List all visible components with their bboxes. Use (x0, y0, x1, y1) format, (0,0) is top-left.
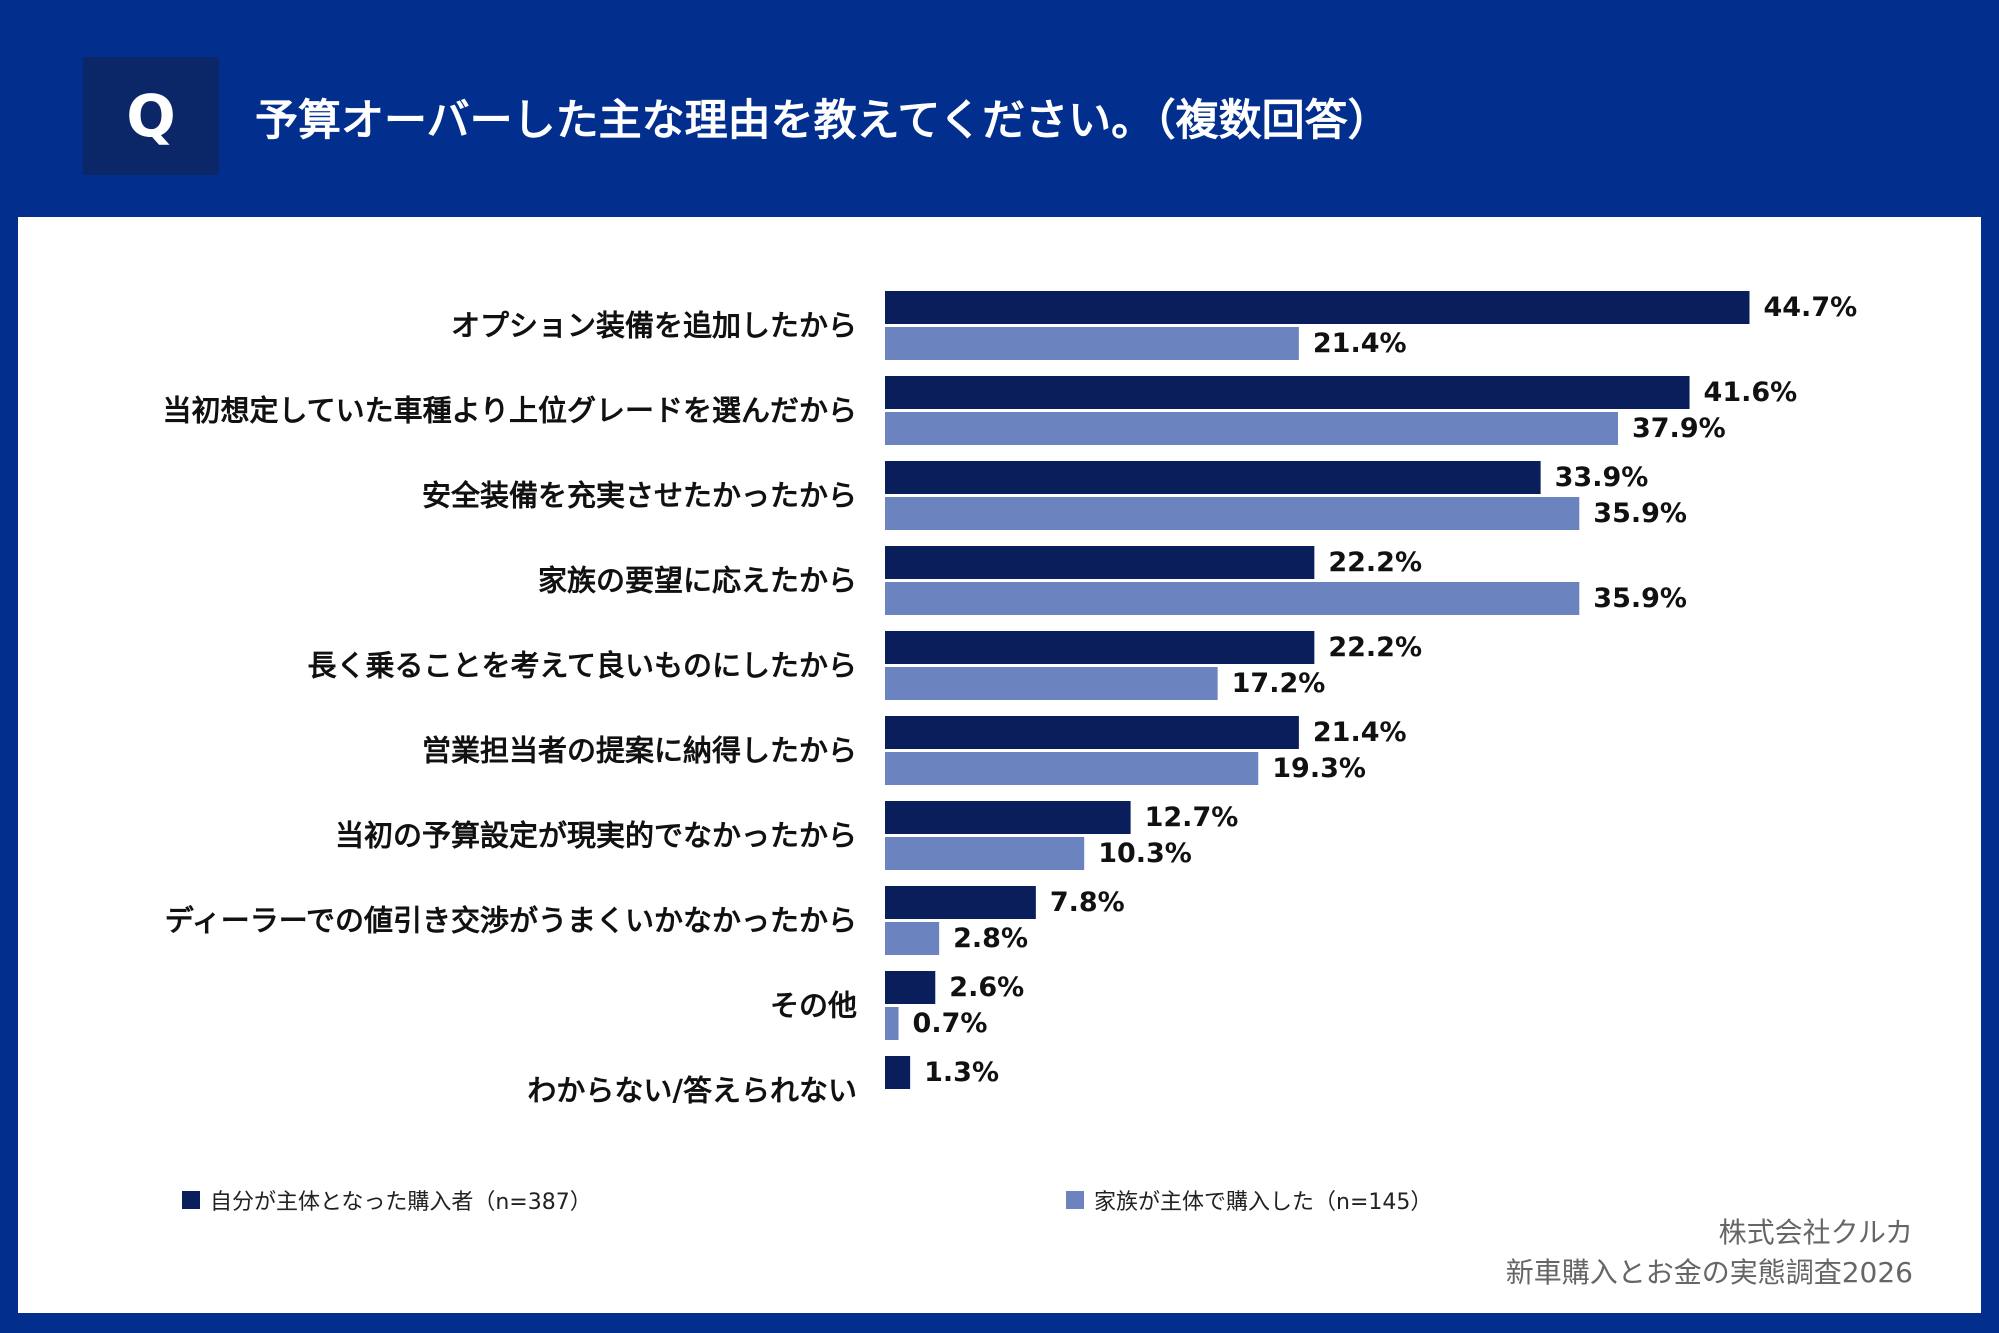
category-label: 営業担当者の提案に納得したから (422, 734, 857, 768)
category-label: 家族の要望に応えたから (538, 564, 857, 598)
source-company: 株式会社クルカ (1718, 1216, 1913, 1249)
source-survey: 新車購入とお金の実態調査2026 (1505, 1256, 1913, 1289)
value-label-series-2: 37.9% (1632, 413, 1726, 444)
bar-series-2 (885, 497, 1580, 530)
bar-series-2 (885, 582, 1580, 615)
value-label-series-2: 19.3% (1272, 753, 1366, 784)
question-title: 予算オーバーした主な理由を教えてください。（複数回答） (255, 96, 1391, 146)
category-label: その他 (770, 989, 857, 1023)
bar-series-1 (885, 376, 1690, 409)
bar-series-1 (885, 886, 1036, 919)
value-label-series-2: 35.9% (1593, 498, 1687, 529)
value-label-series-1: 12.7% (1145, 802, 1239, 833)
value-label-series-2: 17.2% (1232, 668, 1326, 699)
value-label-series-1: 22.2% (1328, 547, 1422, 578)
category-label: オプション装備を追加したから (451, 309, 857, 343)
legend-item-series-2: 家族が主体で購入した（n=145） (1066, 1184, 1432, 1216)
legend-label-series-2: 家族が主体で購入した（n=145） (1094, 1190, 1433, 1215)
bar-series-1 (885, 716, 1299, 749)
bar-series-1 (885, 291, 1750, 324)
bar-series-1 (885, 801, 1131, 834)
bar-series-2 (885, 837, 1085, 870)
bar-series-1 (885, 1056, 911, 1089)
value-label-series-1: 7.8% (1050, 887, 1125, 918)
value-label-series-2: 0.7% (913, 1008, 988, 1039)
bar-series-1 (885, 546, 1315, 579)
category-label: 長く乗ることを考えて良いものにしたから (307, 649, 857, 683)
value-label-series-2: 35.9% (1593, 583, 1687, 614)
value-label-series-1: 1.3% (924, 1057, 999, 1088)
bar-series-2 (885, 412, 1618, 445)
value-label-series-2: 10.3% (1098, 838, 1192, 869)
value-label-series-1: 22.2% (1328, 632, 1422, 663)
value-label-series-2: 2.8% (953, 923, 1028, 954)
legend-swatch-series-1 (182, 1191, 200, 1209)
bar-series-2 (885, 327, 1299, 360)
value-label-series-1: 41.6% (1704, 377, 1798, 408)
bar-series-2 (885, 1007, 899, 1040)
category-label: 当初の予算設定が現実的でなかったから (335, 819, 857, 853)
category-label: 当初想定していた車種より上位グレードを選んだから (162, 394, 857, 428)
bar-series-2 (885, 752, 1259, 785)
question-badge: Q (83, 57, 219, 175)
value-label-series-2: 21.4% (1313, 328, 1407, 359)
category-label: わからない/答えられない (527, 1074, 857, 1108)
bar-series-1 (885, 631, 1315, 664)
value-label-series-1: 33.9% (1555, 462, 1649, 493)
value-label-series-1: 2.6% (949, 972, 1024, 1003)
value-label-series-1: 44.7% (1763, 292, 1857, 323)
bar-series-2 (885, 922, 940, 955)
bar-series-2 (885, 667, 1218, 700)
category-label: 安全装備を充実させたかったから (422, 479, 857, 513)
legend-label-series-1: 自分が主体となった購入者（n=387） (210, 1190, 592, 1215)
bar-series-1 (885, 461, 1541, 494)
bar-series-1 (885, 971, 936, 1004)
question-mark: Q (126, 82, 176, 150)
legend-swatch-series-2 (1066, 1191, 1084, 1209)
category-label: ディーラーでの値引き交渉がうまくいかなかったから (165, 904, 857, 938)
legend-item-series-1: 自分が主体となった購入者（n=387） (182, 1184, 592, 1216)
value-label-series-1: 21.4% (1313, 717, 1407, 748)
